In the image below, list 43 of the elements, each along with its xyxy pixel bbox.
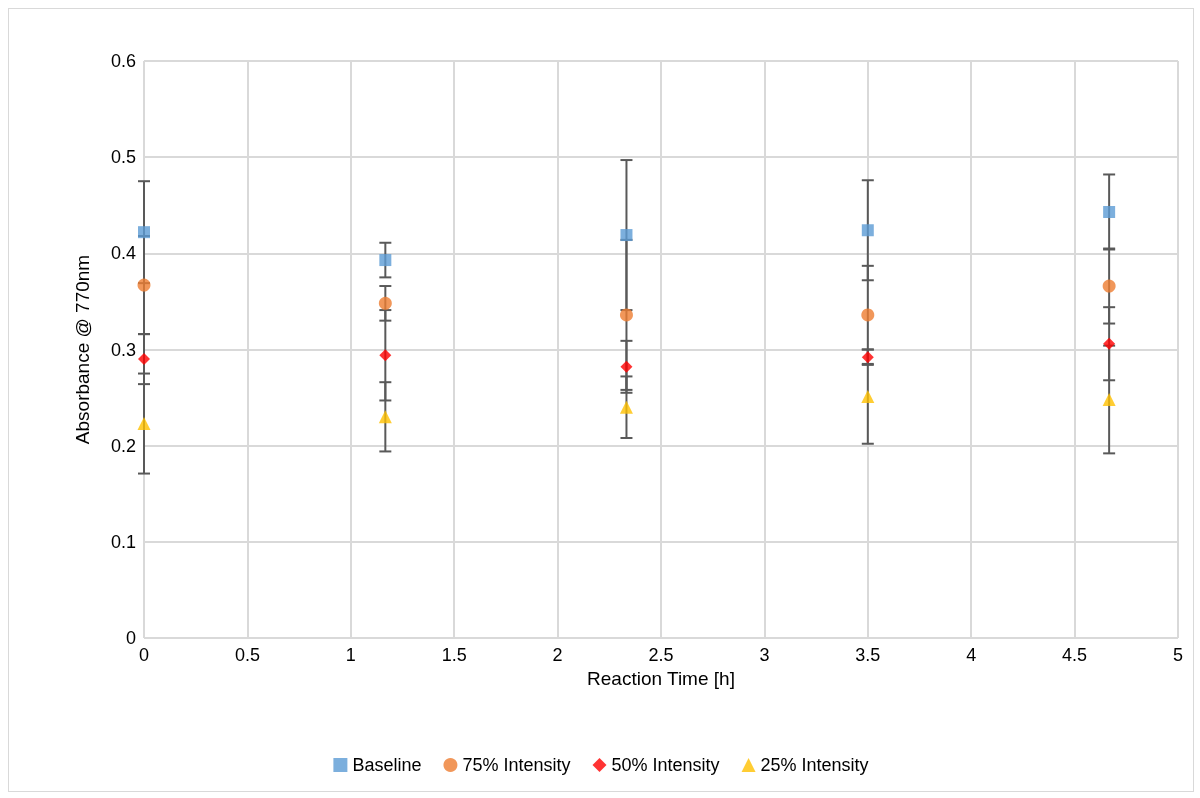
point [137, 417, 151, 431]
point [619, 308, 633, 322]
point [1102, 279, 1116, 293]
y-tick-label: 0.3 [110, 339, 136, 360]
point [137, 278, 151, 292]
x-tick-label: 3.5 [855, 645, 881, 665]
x-tick-label: 4.5 [1062, 645, 1088, 665]
x-tick-label: 1.5 [441, 645, 467, 665]
y-tick-label: 0.5 [110, 147, 136, 168]
x-tick-label: 1 [345, 645, 356, 665]
x-tick-label: 2.5 [648, 645, 674, 665]
y-tick-label: 0.2 [110, 435, 136, 456]
point [1102, 393, 1116, 407]
legend-label: 50% Intensity [611, 755, 720, 775]
point [138, 353, 150, 366]
x-tick-label: 2 [552, 645, 563, 665]
y-tick-label: 0.6 [110, 51, 136, 71]
point [861, 390, 875, 404]
legend-label: Baseline [352, 755, 422, 775]
x-tick-label: 0 [138, 645, 150, 665]
point [1103, 337, 1116, 350]
point [379, 349, 392, 362]
x-tick-label: 4 [966, 645, 977, 665]
point [378, 296, 392, 310]
point [619, 400, 633, 414]
point [861, 224, 874, 237]
point [1103, 205, 1116, 218]
x-tick-label: 3 [759, 645, 770, 665]
point [378, 410, 392, 424]
point [138, 226, 150, 239]
x-tick-label: 5 [1172, 645, 1184, 665]
point [620, 229, 633, 242]
y-tick-label: 0 [125, 628, 136, 648]
legend-label: 75% Intensity [462, 755, 571, 775]
y-tick-label: 0.4 [110, 243, 136, 264]
x-tick-label: 0.5 [234, 645, 260, 665]
y-tick-label: 0.1 [110, 531, 136, 552]
point [861, 308, 875, 322]
y-axis-title: Absorbance @ 770nm [72, 254, 93, 445]
point [379, 254, 392, 267]
legend-label: 25% Intensity [760, 755, 869, 775]
x-axis-title: Reaction Time [h] [587, 667, 735, 689]
point [620, 360, 633, 373]
